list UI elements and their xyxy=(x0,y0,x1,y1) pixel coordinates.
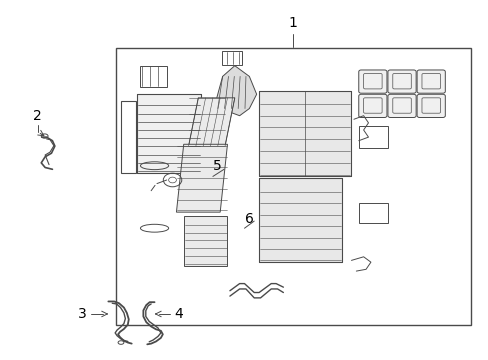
Text: 4: 4 xyxy=(174,307,183,321)
FancyBboxPatch shape xyxy=(416,94,445,117)
Polygon shape xyxy=(188,98,234,146)
Bar xyxy=(222,51,241,65)
Bar xyxy=(116,48,469,325)
Polygon shape xyxy=(259,91,351,176)
Text: 2: 2 xyxy=(33,109,42,123)
Text: 6: 6 xyxy=(244,212,253,226)
Polygon shape xyxy=(136,94,201,173)
Text: 5: 5 xyxy=(213,159,222,173)
FancyBboxPatch shape xyxy=(387,94,415,117)
FancyBboxPatch shape xyxy=(387,70,415,93)
Bar xyxy=(121,102,136,173)
Polygon shape xyxy=(176,144,227,212)
Bar xyxy=(358,126,387,148)
Bar xyxy=(136,94,201,173)
Bar xyxy=(140,66,166,87)
Bar xyxy=(358,203,387,223)
Polygon shape xyxy=(183,216,227,266)
FancyBboxPatch shape xyxy=(358,94,386,117)
Text: 3: 3 xyxy=(78,307,86,321)
Bar xyxy=(259,91,351,176)
Text: 1: 1 xyxy=(288,16,297,30)
Polygon shape xyxy=(212,66,256,116)
FancyBboxPatch shape xyxy=(416,70,445,93)
FancyBboxPatch shape xyxy=(358,70,386,93)
Bar xyxy=(259,178,341,262)
Polygon shape xyxy=(259,178,341,262)
